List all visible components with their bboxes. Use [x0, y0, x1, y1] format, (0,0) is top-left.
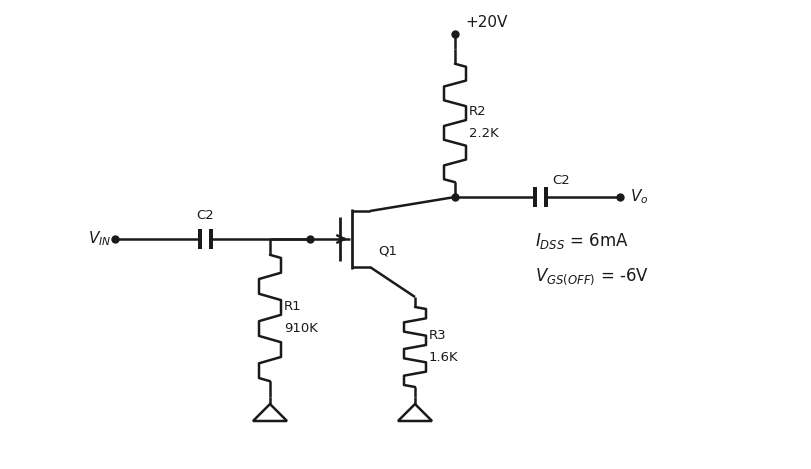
- Text: 2.2K: 2.2K: [469, 127, 499, 139]
- Text: C2: C2: [552, 174, 570, 187]
- Text: R1: R1: [284, 300, 302, 312]
- Text: $V_{IN}$: $V_{IN}$: [88, 230, 111, 249]
- Text: +20V: +20V: [465, 15, 508, 30]
- Text: $V_{GS(OFF)}$ = -6V: $V_{GS(OFF)}$ = -6V: [535, 267, 650, 287]
- Text: 1.6K: 1.6K: [429, 350, 459, 363]
- Text: 910K: 910K: [284, 322, 318, 334]
- Text: $V_o$: $V_o$: [630, 188, 649, 206]
- Text: R3: R3: [429, 328, 447, 341]
- Text: R2: R2: [469, 105, 487, 118]
- Text: Q1: Q1: [378, 244, 397, 257]
- Text: $I_{DSS}$ = 6mA: $I_{DSS}$ = 6mA: [535, 231, 629, 251]
- Text: C2: C2: [196, 209, 214, 222]
